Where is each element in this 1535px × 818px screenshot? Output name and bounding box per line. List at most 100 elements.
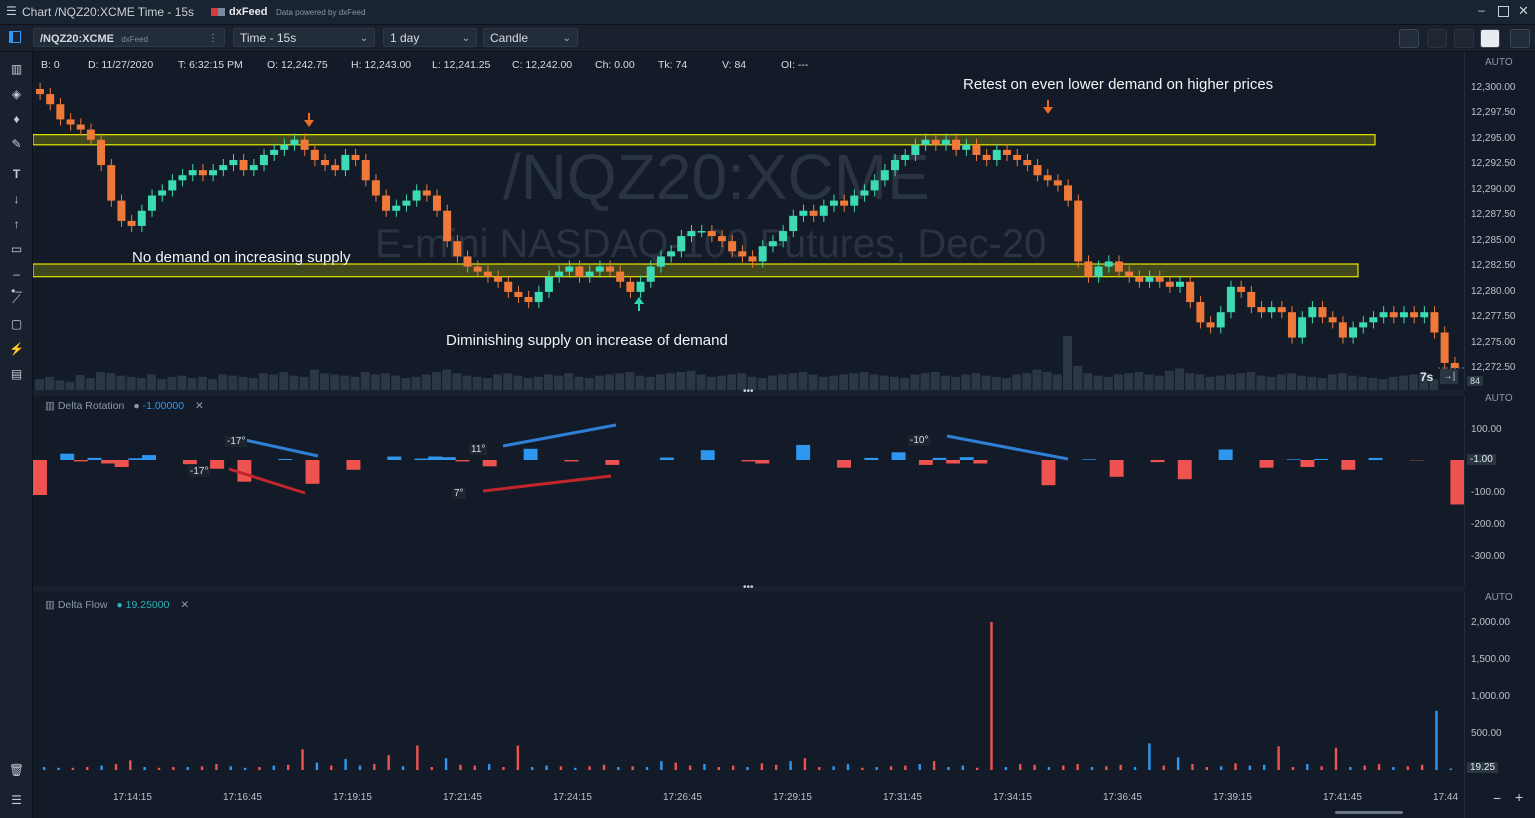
horizontal-line-icon[interactable]: –•– [11,267,22,298]
close-icon[interactable]: ✕ [1518,3,1529,18]
menu-icon[interactable]: ☰ [6,4,17,18]
rotation-bar-positive [796,444,811,460]
maximize-icon[interactable] [1498,6,1509,17]
layout-icon[interactable] [1480,29,1500,48]
volume-bar [309,369,319,390]
volume-bar [330,374,340,390]
rotation-bar-negative [101,460,116,464]
zoom-in-icon[interactable]: + [1515,789,1524,805]
time-axis[interactable]: 17:14:15 17:16:45 17:19:15 17:21:45 17:24:15… [33,784,1464,818]
rectangle-icon[interactable]: ▢ [10,317,23,331]
pencil-icon[interactable]: ✎ [11,137,22,151]
volume-bar [1195,374,1205,390]
provider-note: Data powered by dxFeed [276,8,366,17]
flow-bar [889,766,893,770]
templates-icon[interactable]: ▤ [10,367,23,381]
volume-bar [1205,376,1215,390]
time-axis-label: 17:16:45 [223,792,262,803]
flow-bar [1291,767,1295,770]
candle [1125,271,1134,277]
price-axis[interactable]: AUTO 12,300.00 12,297.50 12,295.00 12,292.5… [1464,52,1535,390]
rotation-bar-positive [891,452,906,460]
volume-bar [55,380,65,390]
trash-icon[interactable]: 🗑 [8,763,25,777]
price-axis-mode[interactable]: AUTO [1485,57,1513,68]
volume-bar [1001,378,1011,390]
volume-bar [106,373,116,390]
status-dot-icon: ● [116,599,123,611]
candle [341,154,350,171]
volume-bar [228,375,238,390]
volume-bar [299,376,309,390]
arrow-up-tool-icon[interactable]: ↑ [13,217,20,231]
remove-indicator-icon[interactable]: ✕ [180,599,190,611]
symbol-input[interactable]: /NQZ20:XCME dxFeed ⋮ [33,28,225,47]
volume-bar [1419,373,1429,390]
volume-bar [594,375,604,390]
flow-bar [473,765,476,770]
drag-handle-icon[interactable]: ••• [743,582,754,593]
interval-value: Time - 15s [240,31,297,45]
horizontal-scrollbar[interactable] [1335,811,1403,814]
angle-label: 7° [452,488,466,499]
time-axis-label: 17:14:15 [113,792,152,803]
fibonacci-icon[interactable]: ⚡ [9,342,24,356]
trend-line-icon[interactable]: ⟋ [12,292,21,306]
candle [585,271,594,277]
drag-handle-icon[interactable]: ••• [743,386,754,397]
delta-flow-axis-mode[interactable]: AUTO [1485,592,1513,603]
alert-bell-icon[interactable]: ♦ [13,112,20,126]
text-tool-icon[interactable]: T [12,167,21,181]
lock-icon[interactable] [1454,29,1474,48]
info-low: L: 12,241.25 [432,59,491,71]
flow-bar [1004,767,1008,770]
chart-type-select[interactable]: Candle ⌄ [483,28,578,47]
candle [137,210,146,226]
scroll-to-end-icon[interactable]: →| [1440,369,1458,384]
remove-indicator-icon[interactable]: ✕ [194,400,204,412]
range-select[interactable]: 1 day ⌄ [383,28,477,47]
candle [392,205,401,211]
flow-bar [157,767,161,770]
studies-icon[interactable]: ▥ [10,62,23,76]
delta-rotation-panel[interactable]: ▥ Delta Rotation ● -1.00000 ✕ -17° -17° 11… [33,396,1464,586]
symbol-menu-icon[interactable]: ⋮ [208,33,218,44]
pane-separator[interactable]: ••• [33,582,1464,593]
arrow-down-tool-icon[interactable]: ↓ [13,192,20,206]
volume-bar [584,378,594,390]
candle [707,231,716,237]
ohlc-info-bar: B: 0 D: 11/27/2020 T: 6:32:15 PM O: 12,2… [33,52,1463,78]
flow-bar [645,767,649,770]
pattern-scan-icon[interactable] [1399,29,1419,48]
flow-bar [286,764,290,770]
list-icon[interactable]: ☰ [11,793,22,807]
volume-bar [65,381,75,390]
zoom-out-icon[interactable]: − [1493,790,1502,806]
price-axis-label: 12,290.00 [1471,183,1516,195]
delta-flow-panel[interactable]: ▥ Delta Flow ● 19.25000 ✕ [33,592,1464,784]
candle [1084,261,1093,277]
interval-select[interactable]: Time - 15s ⌄ [233,28,375,47]
price-chart-panel[interactable]: /NQZ20:XCME E-mini NASDAQ-100 Futures, D… [33,76,1464,390]
volume-bar [493,374,503,390]
ruler-icon[interactable]: ▭ [10,242,23,256]
delta-rotation-axis[interactable]: AUTO 100.00 -1.00 -100.00 -200.00 -300.0… [1464,393,1535,586]
volume-bar [1113,374,1123,390]
candle [158,190,167,196]
pane-separator[interactable]: ••• [33,386,1464,397]
teal-arrow-up-icon-head [634,297,644,304]
delta-rotation-axis-mode[interactable]: AUTO [1485,393,1513,404]
table-view-icon[interactable] [1427,29,1447,48]
time-axis-label: 17:19:15 [333,792,372,803]
window-icon[interactable] [1510,29,1530,48]
rotation-bar-negative [73,460,88,462]
minimize-icon[interactable]: – [1478,3,1485,17]
time-axis-label: 17:36:45 [1103,792,1142,803]
flow-bar [172,767,175,770]
volume-bar [116,375,126,390]
layers-icon[interactable]: ◈ [11,87,22,101]
flow-bar [932,761,936,770]
delta-flow-axis[interactable]: AUTO 2,000.00 1,500.00 1,000.00 500.00 1… [1464,592,1535,784]
panel-toggle-icon[interactable] [9,31,21,43]
candle [1298,317,1307,338]
